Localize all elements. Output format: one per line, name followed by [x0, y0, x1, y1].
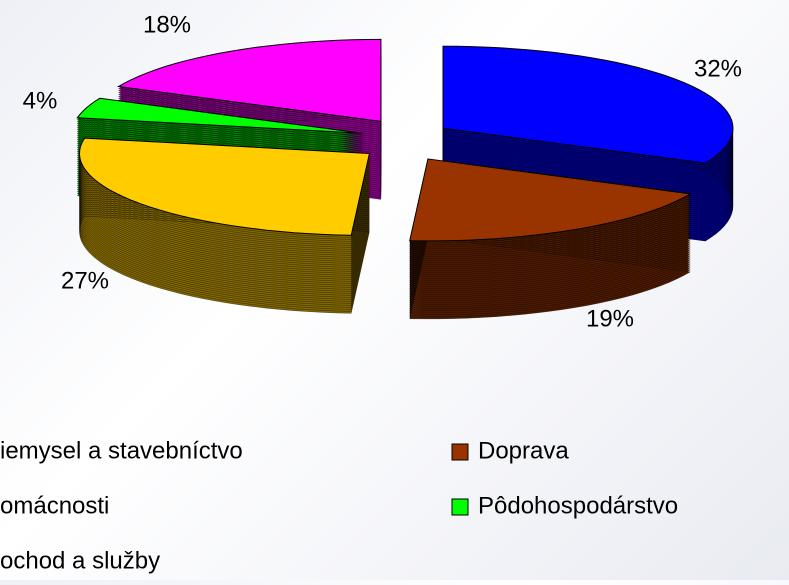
legend-label: omácnosti — [0, 492, 109, 519]
data-label: 27% — [61, 267, 109, 294]
legend-label: Doprava — [478, 437, 569, 464]
slice — [409, 158, 692, 242]
data-label: 32% — [694, 55, 742, 82]
slice — [442, 45, 734, 164]
data-label: 4% — [23, 87, 58, 114]
data-label: 18% — [143, 11, 191, 38]
legend-swatch — [451, 498, 469, 516]
slice — [78, 137, 371, 236]
legend-swatch — [451, 443, 469, 461]
slice — [116, 38, 382, 122]
slice — [76, 97, 363, 134]
legend-label: ochod a služby — [0, 547, 160, 574]
legend-label: Pôdohospodárstvo — [478, 492, 678, 519]
data-label: 19% — [586, 305, 634, 332]
legend-label: iemysel a stavebníctvo — [0, 437, 243, 464]
